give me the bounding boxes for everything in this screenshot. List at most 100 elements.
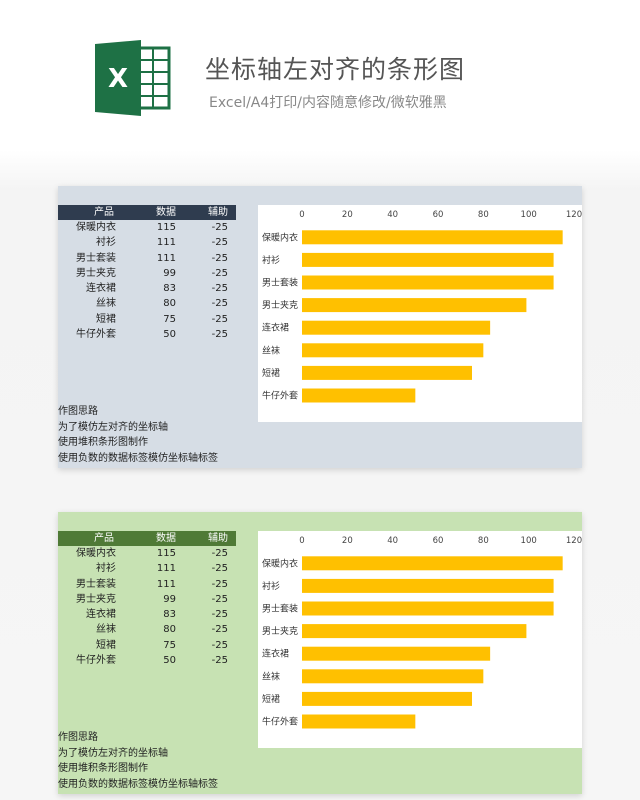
table-row: 男士夹克 99 -25 <box>58 592 236 607</box>
logo-letter: X <box>108 64 128 94</box>
bar-chart: 0 20 40 60 80 100 120 保暖内衣 衬衫 男士套装 男士夹克 连衣裙 丝袜 短裙 牛仔外套 <box>258 531 582 748</box>
table-row: 短裙 75 -25 <box>58 638 236 653</box>
bar <box>302 646 491 661</box>
cell-helper: -25 <box>211 578 228 590</box>
x-tick-label: 120 <box>566 210 582 220</box>
cell-helper: -25 <box>211 252 228 264</box>
x-tick-label: 100 <box>521 210 537 220</box>
note-line: 使用负数的数据标签模仿坐标轴标签 <box>58 452 218 464</box>
cell-product: 短裙 <box>96 639 116 651</box>
cell-product: 连衣裙 <box>86 283 116 295</box>
cell-helper: -25 <box>211 313 228 325</box>
table-row: 男士套装 111 -25 <box>58 577 236 592</box>
note-line: 作图思路 <box>58 732 98 743</box>
cell-data: 99 <box>163 593 176 605</box>
cell-data: 111 <box>156 578 176 590</box>
x-tick-label: 0 <box>299 210 304 220</box>
x-tick-label: 0 <box>299 536 304 546</box>
cell-helper: -25 <box>211 655 228 667</box>
header-helper: 辅助 <box>208 207 228 218</box>
note-line: 使用堆积条形图制作 <box>58 763 148 774</box>
x-tick-label: 20 <box>342 210 353 220</box>
cell-data: 115 <box>156 222 176 233</box>
x-tick-label: 80 <box>478 210 489 220</box>
cell-helper: -25 <box>211 329 228 341</box>
category-label: 男士套装 <box>262 277 298 289</box>
cell-product: 男士夹克 <box>76 593 116 605</box>
header-helper: 辅助 <box>208 533 228 544</box>
table-row: 保暖内衣 115 -25 <box>58 220 236 235</box>
cell-helper: -25 <box>211 563 228 575</box>
cell-helper: -25 <box>211 222 228 233</box>
cell-product: 衬衫 <box>96 563 116 575</box>
bar <box>302 230 563 245</box>
x-tick-label: 40 <box>387 210 398 220</box>
cell-helper: -25 <box>211 267 228 279</box>
cell-helper: -25 <box>211 624 228 636</box>
cell-data: 50 <box>163 655 176 667</box>
bar <box>302 365 472 380</box>
category-label: 牛仔外套 <box>262 716 298 728</box>
bar-chart: 0 20 40 60 80 100 120 保暖内衣 衬衫 男士套装 男士夹克 连衣裙 丝袜 短裙 牛仔外套 <box>258 205 582 422</box>
cell-product: 衬衫 <box>96 237 116 249</box>
cell-product: 保暖内衣 <box>76 548 116 559</box>
category-label: 衬衫 <box>262 254 280 266</box>
table-row: 丝袜 80 -25 <box>58 622 236 637</box>
sheet-panel-green: 产品 数据 辅助 保暖内衣 115 -25 衬衫 111 -25 男士套装 111 -25 男士夹… <box>58 512 582 794</box>
category-label: 牛仔外套 <box>262 390 298 402</box>
table-row: 衬衫 111 -25 <box>58 561 236 576</box>
bar <box>302 624 527 639</box>
cell-product: 短裙 <box>96 313 116 325</box>
bar <box>302 556 563 571</box>
header-product: 产品 <box>94 533 114 544</box>
x-tick-label: 40 <box>387 536 398 546</box>
table-row: 短裙 75 -25 <box>58 312 236 327</box>
category-label: 连衣裙 <box>262 322 289 334</box>
bar <box>302 298 527 313</box>
note-line: 为了模仿左对齐的坐标轴 <box>58 421 168 433</box>
category-label: 丝袜 <box>262 344 280 356</box>
note-line: 使用堆积条形图制作 <box>58 437 148 448</box>
table-row: 保暖内衣 115 -25 <box>58 546 236 561</box>
table-row: 牛仔外套 50 -25 <box>58 327 236 342</box>
cell-helper: -25 <box>211 237 228 249</box>
cell-data: 115 <box>156 548 176 559</box>
table-row: 丝袜 80 -25 <box>58 296 236 311</box>
bar <box>302 275 554 290</box>
category-label: 男士夹克 <box>262 625 298 637</box>
table-header: 产品 数据 辅助 <box>58 531 236 546</box>
cell-helper: -25 <box>211 609 228 621</box>
page-subtitle: Excel/A4打印/内容随意修改/微软雅黑 <box>209 95 447 111</box>
cell-product: 保暖内衣 <box>76 222 116 233</box>
table-row: 衬衫 111 -25 <box>58 235 236 250</box>
x-tick-label: 20 <box>342 536 353 546</box>
table-body: 保暖内衣 115 -25 衬衫 111 -25 男士套装 111 -25 男士夹克 99 -25 连衣裙… <box>58 546 236 668</box>
cell-product: 牛仔外套 <box>76 655 116 667</box>
bar <box>302 578 554 593</box>
category-label: 男士套装 <box>262 603 298 615</box>
bar <box>302 714 416 729</box>
category-label: 保暖内衣 <box>262 557 298 569</box>
x-tick-label: 100 <box>521 536 537 546</box>
cell-data: 111 <box>156 252 176 264</box>
bar <box>302 252 554 267</box>
x-tick-label: 60 <box>433 536 444 546</box>
x-tick-label: 80 <box>478 536 489 546</box>
cell-data: 111 <box>156 563 176 575</box>
note-line: 使用负数的数据标签模仿坐标轴标签 <box>58 778 218 790</box>
cell-product: 丝袜 <box>96 624 116 636</box>
note-line: 作图思路 <box>58 406 98 417</box>
cell-data: 75 <box>163 639 176 651</box>
category-label: 丝袜 <box>262 670 280 682</box>
cell-helper: -25 <box>211 548 228 559</box>
category-label: 短裙 <box>262 693 280 705</box>
cell-product: 男士套装 <box>76 252 116 264</box>
cell-helper: -25 <box>211 298 228 310</box>
cell-product: 丝袜 <box>96 298 116 310</box>
cell-data: 50 <box>163 329 176 341</box>
data-table: 产品 数据 辅助 保暖内衣 115 -25 衬衫 111 -25 男士套装 111 -25 男士夹… <box>58 205 236 342</box>
table-body: 保暖内衣 115 -25 衬衫 111 -25 男士套装 111 -25 男士夹克 99 -25 连衣裙… <box>58 220 236 342</box>
category-label: 连衣裙 <box>262 648 289 660</box>
